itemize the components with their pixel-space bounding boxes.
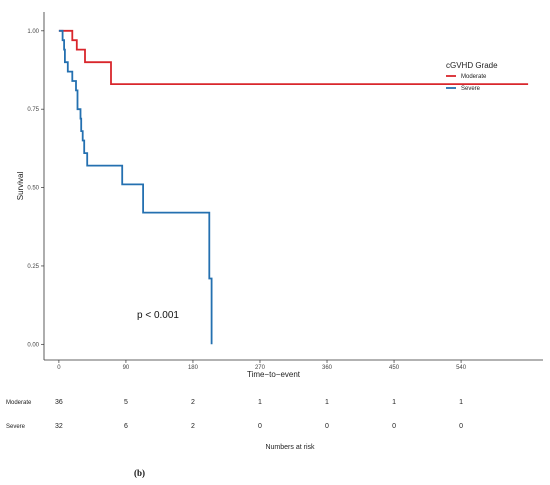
risk-count: 1 [392,399,396,406]
plot-axes: 0 90 180 270 360 450 540 0.00 0.25 0.50 0.75 1.00 Ti… [16,12,543,379]
risk-count: 0 [258,423,262,430]
y-tick-label: 0.50 [27,186,39,192]
risk-count: 2 [191,399,195,406]
survival-curve-moderate [58,29,529,85]
risk-table-title: Numbers at risk [265,444,315,451]
risk-count: 32 [55,423,63,430]
risk-count: 1 [258,399,262,406]
x-tick-label: 540 [456,365,467,371]
y-tick-label: 0.00 [27,342,39,348]
legend: cGVHD Grade Moderate Severe [446,61,498,92]
risk-count: 2 [191,423,195,430]
risk-count: 0 [325,423,329,430]
risk-count: 0 [459,423,463,430]
y-tick-label: 1.00 [27,29,39,35]
risk-count: 6 [124,423,128,430]
y-tick-label: 0.25 [27,264,39,270]
numbers-at-risk-table: Moderate 36 5 2 1 1 1 1 Severe 32 6 2 0 0 0 0 Numbers at… [6,399,463,451]
x-tick-label: 270 [255,365,266,371]
risk-count: 5 [124,399,128,406]
x-axis-title: Time−to−event [247,370,301,379]
p-value-annotation: p < 0.001 [137,310,179,321]
risk-row-label-moderate: Moderate [6,400,32,406]
x-tick-label: 90 [123,365,130,371]
survival-curves [58,29,529,345]
x-tick-label: 360 [322,365,333,371]
risk-count: 1 [325,399,329,406]
risk-count: 36 [55,399,63,406]
x-tick-label: 180 [188,365,199,371]
risk-count: 1 [459,399,463,406]
y-axis-title: Survival [16,172,25,201]
risk-row-label-severe: Severe [6,424,26,430]
legend-label-severe: Severe [461,86,481,92]
legend-label-moderate: Moderate [461,74,487,80]
legend-title: cGVHD Grade [446,61,498,70]
x-tick-label: 0 [57,365,61,371]
x-tick-label: 450 [389,365,400,371]
panel-label: (b) [134,468,145,478]
y-tick-label: 0.75 [27,107,39,113]
risk-count: 0 [392,423,396,430]
survival-curve-severe [58,29,213,345]
